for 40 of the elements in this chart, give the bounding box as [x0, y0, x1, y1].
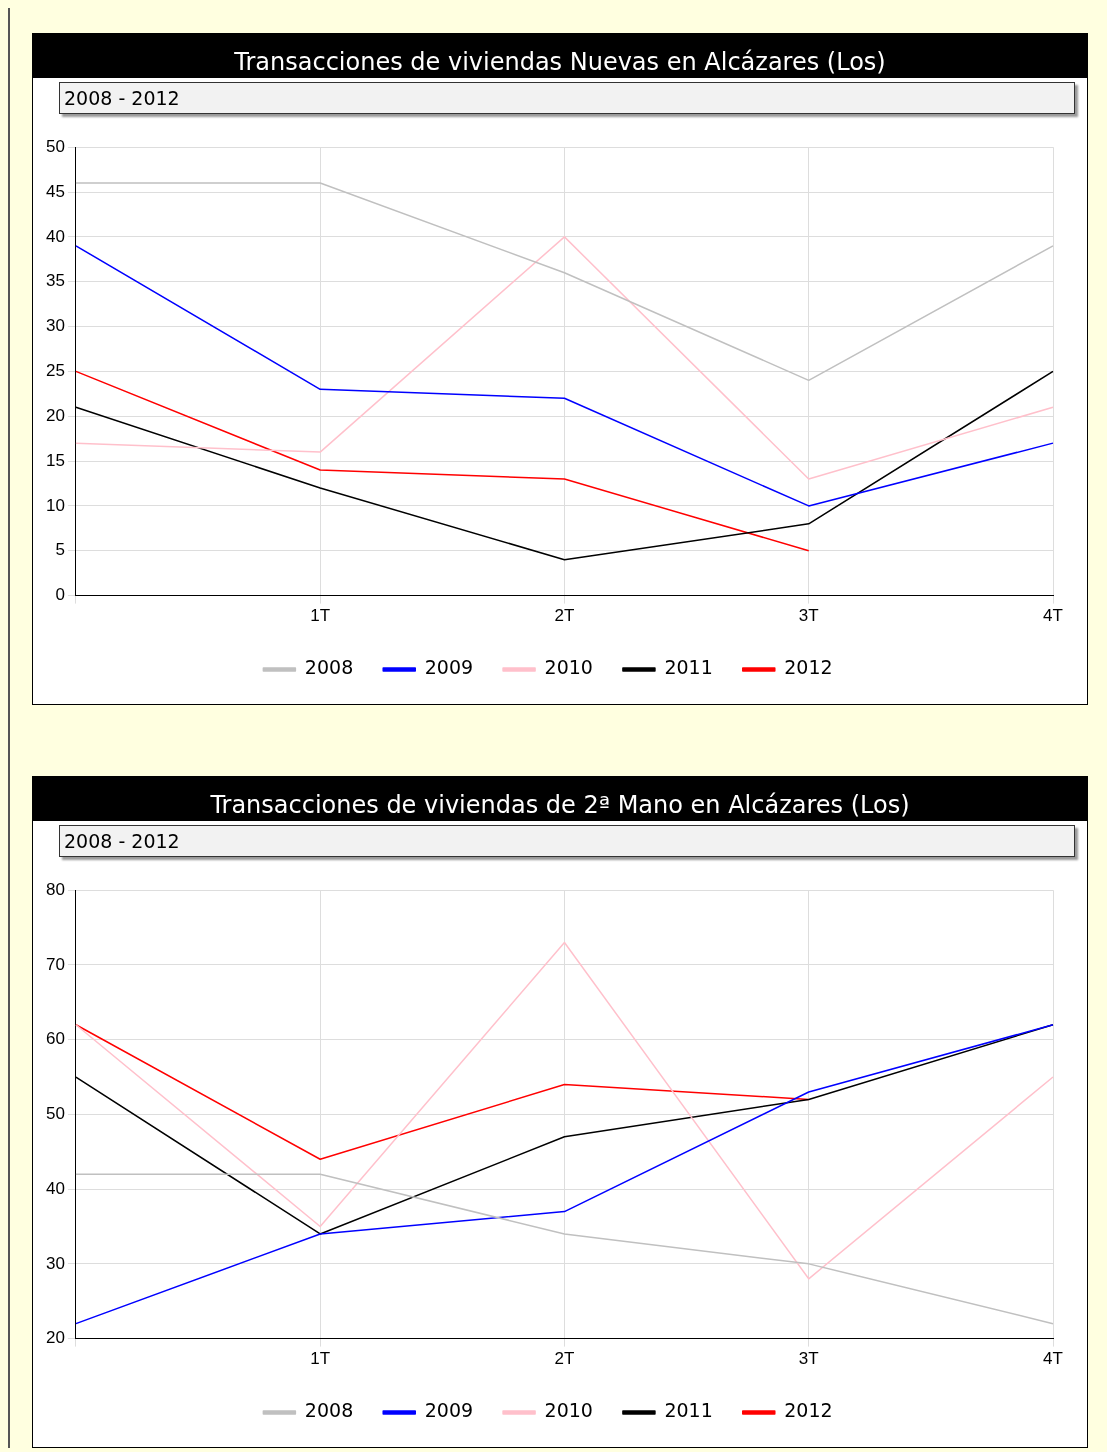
x-tick-label: 2T — [554, 606, 575, 626]
legend-label: 2012 — [784, 1399, 833, 1422]
chart-subtitle: 2008 - 2012 — [59, 82, 1075, 114]
x-tick-label: 2T — [554, 1349, 575, 1369]
y-tick-label: 30 — [45, 1253, 65, 1273]
y-tick-label: 0 — [55, 585, 65, 605]
y-tick-label: 30 — [45, 316, 65, 336]
y-tick-label: 50 — [45, 136, 65, 156]
legend-label: 2012 — [784, 656, 833, 679]
y-tick-label: 10 — [45, 495, 65, 515]
y-tick-label: 20 — [45, 405, 65, 425]
x-tick-label: 3T — [798, 606, 819, 626]
x-tick-label: 1T — [310, 606, 331, 626]
legend-label: 2008 — [304, 656, 354, 679]
y-tick-label: 50 — [45, 1104, 65, 1124]
legend-label: 2009 — [424, 656, 474, 679]
y-tick-label: 40 — [45, 226, 65, 246]
y-tick-label: 20 — [45, 1328, 65, 1348]
x-tick-label: 1T — [310, 1349, 331, 1369]
x-tick-label: 3T — [798, 1349, 819, 1369]
y-tick-label: 60 — [45, 1029, 65, 1049]
legend-label: 2010 — [544, 656, 593, 679]
y-tick-label: 15 — [45, 450, 65, 470]
legend-label: 2010 — [544, 1399, 593, 1422]
y-tick-label: 70 — [45, 954, 65, 974]
y-tick-label: 25 — [45, 361, 65, 381]
legend-label: 2009 — [424, 1399, 474, 1422]
y-tick-label: 80 — [45, 879, 65, 899]
x-tick-label: 4T — [1043, 606, 1063, 626]
legend-label: 2008 — [304, 1399, 354, 1422]
legend-label: 2011 — [664, 656, 713, 679]
chart-title: Transacciones de viviendas Nuevas en Alcázares (Los) — [33, 34, 1087, 78]
chart-title: Transacciones de viviendas de 2ª Mano en Alcázares (Los) — [33, 777, 1087, 821]
y-tick-label: 45 — [45, 181, 65, 201]
y-tick-label: 35 — [45, 271, 65, 291]
chart-subtitle: 2008 - 2012 — [59, 825, 1075, 857]
y-tick-label: 40 — [45, 1178, 65, 1198]
x-tick-label: 4T — [1043, 1349, 1063, 1369]
legend-label: 2011 — [664, 1399, 713, 1422]
y-tick-label: 5 — [55, 540, 65, 560]
